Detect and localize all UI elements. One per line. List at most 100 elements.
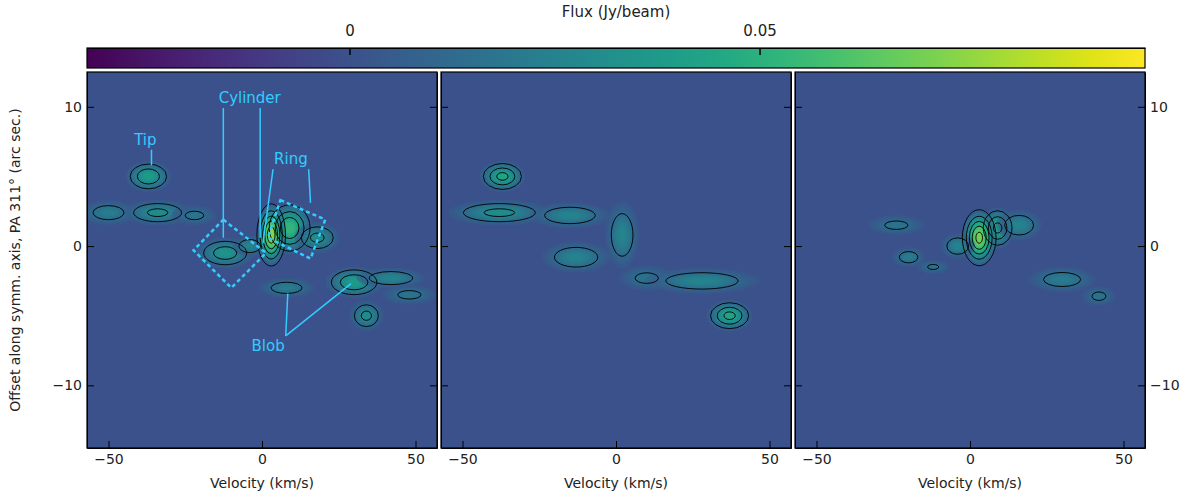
emission-fill	[486, 165, 519, 188]
y-axis-right: −10010	[1138, 73, 1180, 449]
emission-fill	[401, 292, 419, 298]
emission-fill	[393, 289, 427, 301]
x-tick-mark	[970, 441, 971, 448]
contour	[301, 227, 333, 249]
emission-fill	[897, 250, 919, 264]
emission-fill	[274, 283, 300, 292]
contour	[271, 282, 302, 293]
emission-fill	[1002, 214, 1035, 237]
emission-fill	[276, 284, 298, 292]
frame	[87, 72, 437, 448]
emission-fill	[363, 312, 370, 319]
emission-fill	[301, 226, 334, 249]
emission-fill	[242, 241, 258, 250]
contour	[361, 311, 371, 320]
y-tick	[430, 246, 437, 247]
component	[294, 222, 340, 253]
emission-fill	[187, 212, 201, 218]
emission-fill	[378, 274, 404, 282]
emission-fill	[905, 255, 912, 259]
y-tick	[784, 385, 791, 386]
x-axis: −50050	[796, 441, 1146, 467]
emission-fill	[716, 307, 743, 325]
emission-fill	[608, 208, 636, 262]
y-tick-mark	[1138, 107, 1145, 108]
emission-fill	[616, 222, 629, 248]
y-axis-right	[784, 73, 792, 449]
emission-fill	[302, 228, 332, 248]
emission-fill	[558, 249, 594, 265]
emission-fill	[135, 167, 162, 185]
emission-fill	[246, 244, 253, 248]
x-tick: 0	[258, 441, 267, 467]
y-tick-mark	[784, 107, 791, 108]
emission-fill	[125, 161, 171, 192]
contour	[214, 247, 237, 260]
emission-fill	[932, 266, 934, 267]
component	[868, 215, 925, 236]
emission-fill	[880, 219, 914, 231]
contour	[369, 272, 412, 285]
colorbar-tick: 0	[345, 22, 355, 55]
emission-fill	[270, 282, 304, 294]
x-tick-label: −50	[94, 451, 124, 467]
emission-fill	[1055, 277, 1070, 283]
emission-fill	[946, 238, 968, 255]
emission-fill	[1034, 269, 1089, 290]
emission-fill	[289, 227, 290, 228]
contour	[1005, 215, 1034, 235]
x-tick: 50	[761, 441, 779, 467]
y-tick-label: −10	[52, 377, 82, 393]
emission-fill	[1040, 271, 1085, 288]
emission-fill	[1007, 217, 1031, 233]
emission-fill	[1004, 215, 1034, 235]
contours	[463, 163, 748, 328]
emission-fill	[487, 166, 517, 186]
colorbar-tick-mark	[759, 48, 761, 55]
x-tick-mark	[416, 441, 417, 448]
emission-fill	[1082, 286, 1116, 307]
emission-fill	[613, 217, 631, 252]
emission-fill	[555, 210, 586, 220]
component	[530, 202, 610, 228]
contour	[147, 209, 167, 217]
y-tick	[441, 107, 448, 108]
background	[87, 72, 437, 448]
emission-fill	[1086, 289, 1111, 304]
emission-fill	[556, 248, 596, 266]
emission-fill	[498, 212, 500, 214]
x-axis-line	[796, 448, 1146, 449]
emission-fill	[996, 210, 1042, 241]
emission-fill	[142, 207, 173, 219]
emission-fill	[181, 209, 208, 221]
y-axis-title: Offset along symm. axis, PA 311° (arc se…	[7, 108, 23, 411]
emission-fill	[928, 265, 939, 270]
x-tick-label: 50	[761, 451, 779, 467]
emission-fill	[140, 170, 158, 182]
x-axis: −50050	[88, 441, 438, 467]
y-tick: −10	[1138, 377, 1180, 393]
emission-fill	[280, 286, 292, 290]
emission-fill	[224, 252, 225, 254]
emission-fill	[297, 224, 338, 252]
emission-fill	[1085, 288, 1113, 305]
x-axis: −50050	[442, 441, 792, 467]
x-tick-label: −50	[448, 451, 478, 467]
emission-fill	[942, 234, 973, 257]
emission-fill	[381, 284, 437, 305]
y-tick	[795, 246, 802, 247]
emission-fill	[1044, 273, 1080, 287]
emission-fill	[690, 278, 714, 284]
contour	[484, 209, 515, 217]
emission-fill	[373, 273, 409, 284]
x-axis-line	[442, 448, 792, 449]
emission-fill	[351, 302, 382, 330]
emission-fill	[534, 204, 606, 227]
emission-fill	[264, 279, 310, 296]
contour	[899, 252, 918, 263]
emission-fill	[458, 202, 541, 223]
emission-fill	[1052, 276, 1073, 284]
contour	[554, 247, 597, 267]
y-tick	[430, 385, 437, 386]
emission-fill	[495, 172, 509, 182]
